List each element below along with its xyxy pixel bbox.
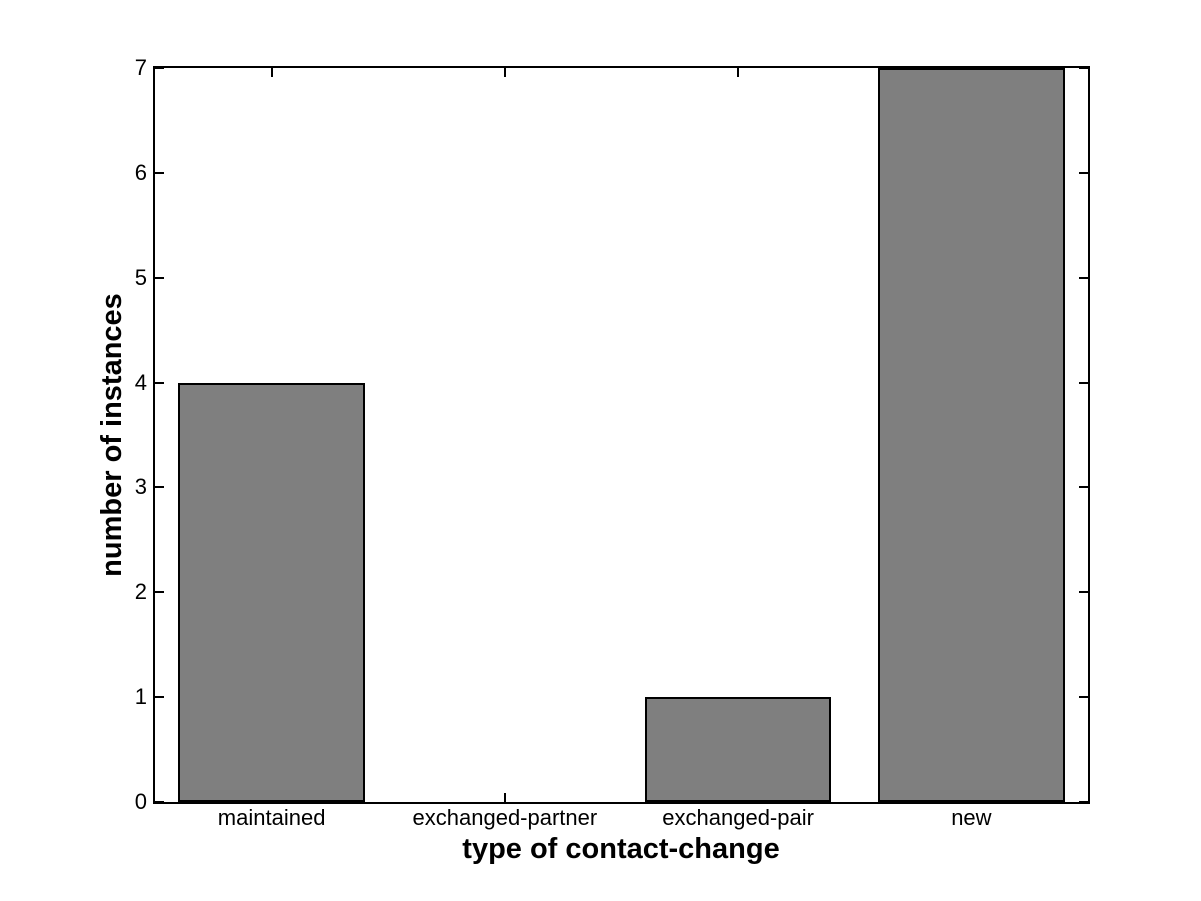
y-tick-left bbox=[155, 67, 164, 69]
y-tick-right bbox=[1079, 171, 1088, 174]
x-tick-top bbox=[737, 68, 740, 77]
y-tick-label: 2 bbox=[134, 579, 147, 605]
y-tick-left bbox=[155, 591, 164, 594]
x-tick-bottom bbox=[503, 793, 506, 802]
x-tick-label-new: new bbox=[951, 805, 992, 830]
y-tick-right bbox=[1079, 67, 1088, 69]
x-tick-top bbox=[503, 68, 506, 77]
x-tick-label-maintained: maintained bbox=[217, 805, 326, 830]
y-tick-left bbox=[155, 696, 164, 699]
y-tick-label: 5 bbox=[134, 264, 147, 290]
x-axis-label: type of contact-change bbox=[462, 833, 780, 865]
x-tick-top bbox=[270, 68, 273, 77]
y-tick-label: 0 bbox=[134, 789, 147, 814]
bar-maintained bbox=[178, 382, 365, 802]
bar-new bbox=[878, 68, 1065, 802]
y-tick-label: 6 bbox=[134, 159, 147, 185]
y-tick-left bbox=[155, 486, 164, 489]
y-axis-label: number of instances bbox=[96, 293, 128, 577]
y-tick-left bbox=[155, 801, 164, 803]
y-tick-label: 4 bbox=[134, 369, 147, 395]
plot-area bbox=[153, 66, 1090, 804]
y-tick-right bbox=[1079, 801, 1088, 803]
y-tick-left bbox=[155, 276, 164, 279]
y-tick-right bbox=[1079, 276, 1088, 279]
y-tick-label: 7 bbox=[134, 55, 147, 80]
y-tick-left bbox=[155, 171, 164, 174]
y-tick-label: 3 bbox=[134, 474, 147, 500]
y-tick-right bbox=[1079, 381, 1088, 384]
bar-exchanged-pair bbox=[644, 697, 832, 802]
y-tick-right bbox=[1079, 591, 1088, 594]
y-tick-right bbox=[1079, 486, 1088, 489]
y-tick-left bbox=[155, 381, 164, 384]
x-tick-label-exchanged-partner: exchanged-partner bbox=[412, 805, 598, 830]
y-tick-right bbox=[1079, 696, 1088, 699]
x-tick-label-exchanged-pair: exchanged-pair bbox=[662, 805, 814, 830]
y-tick-label: 1 bbox=[134, 684, 147, 710]
